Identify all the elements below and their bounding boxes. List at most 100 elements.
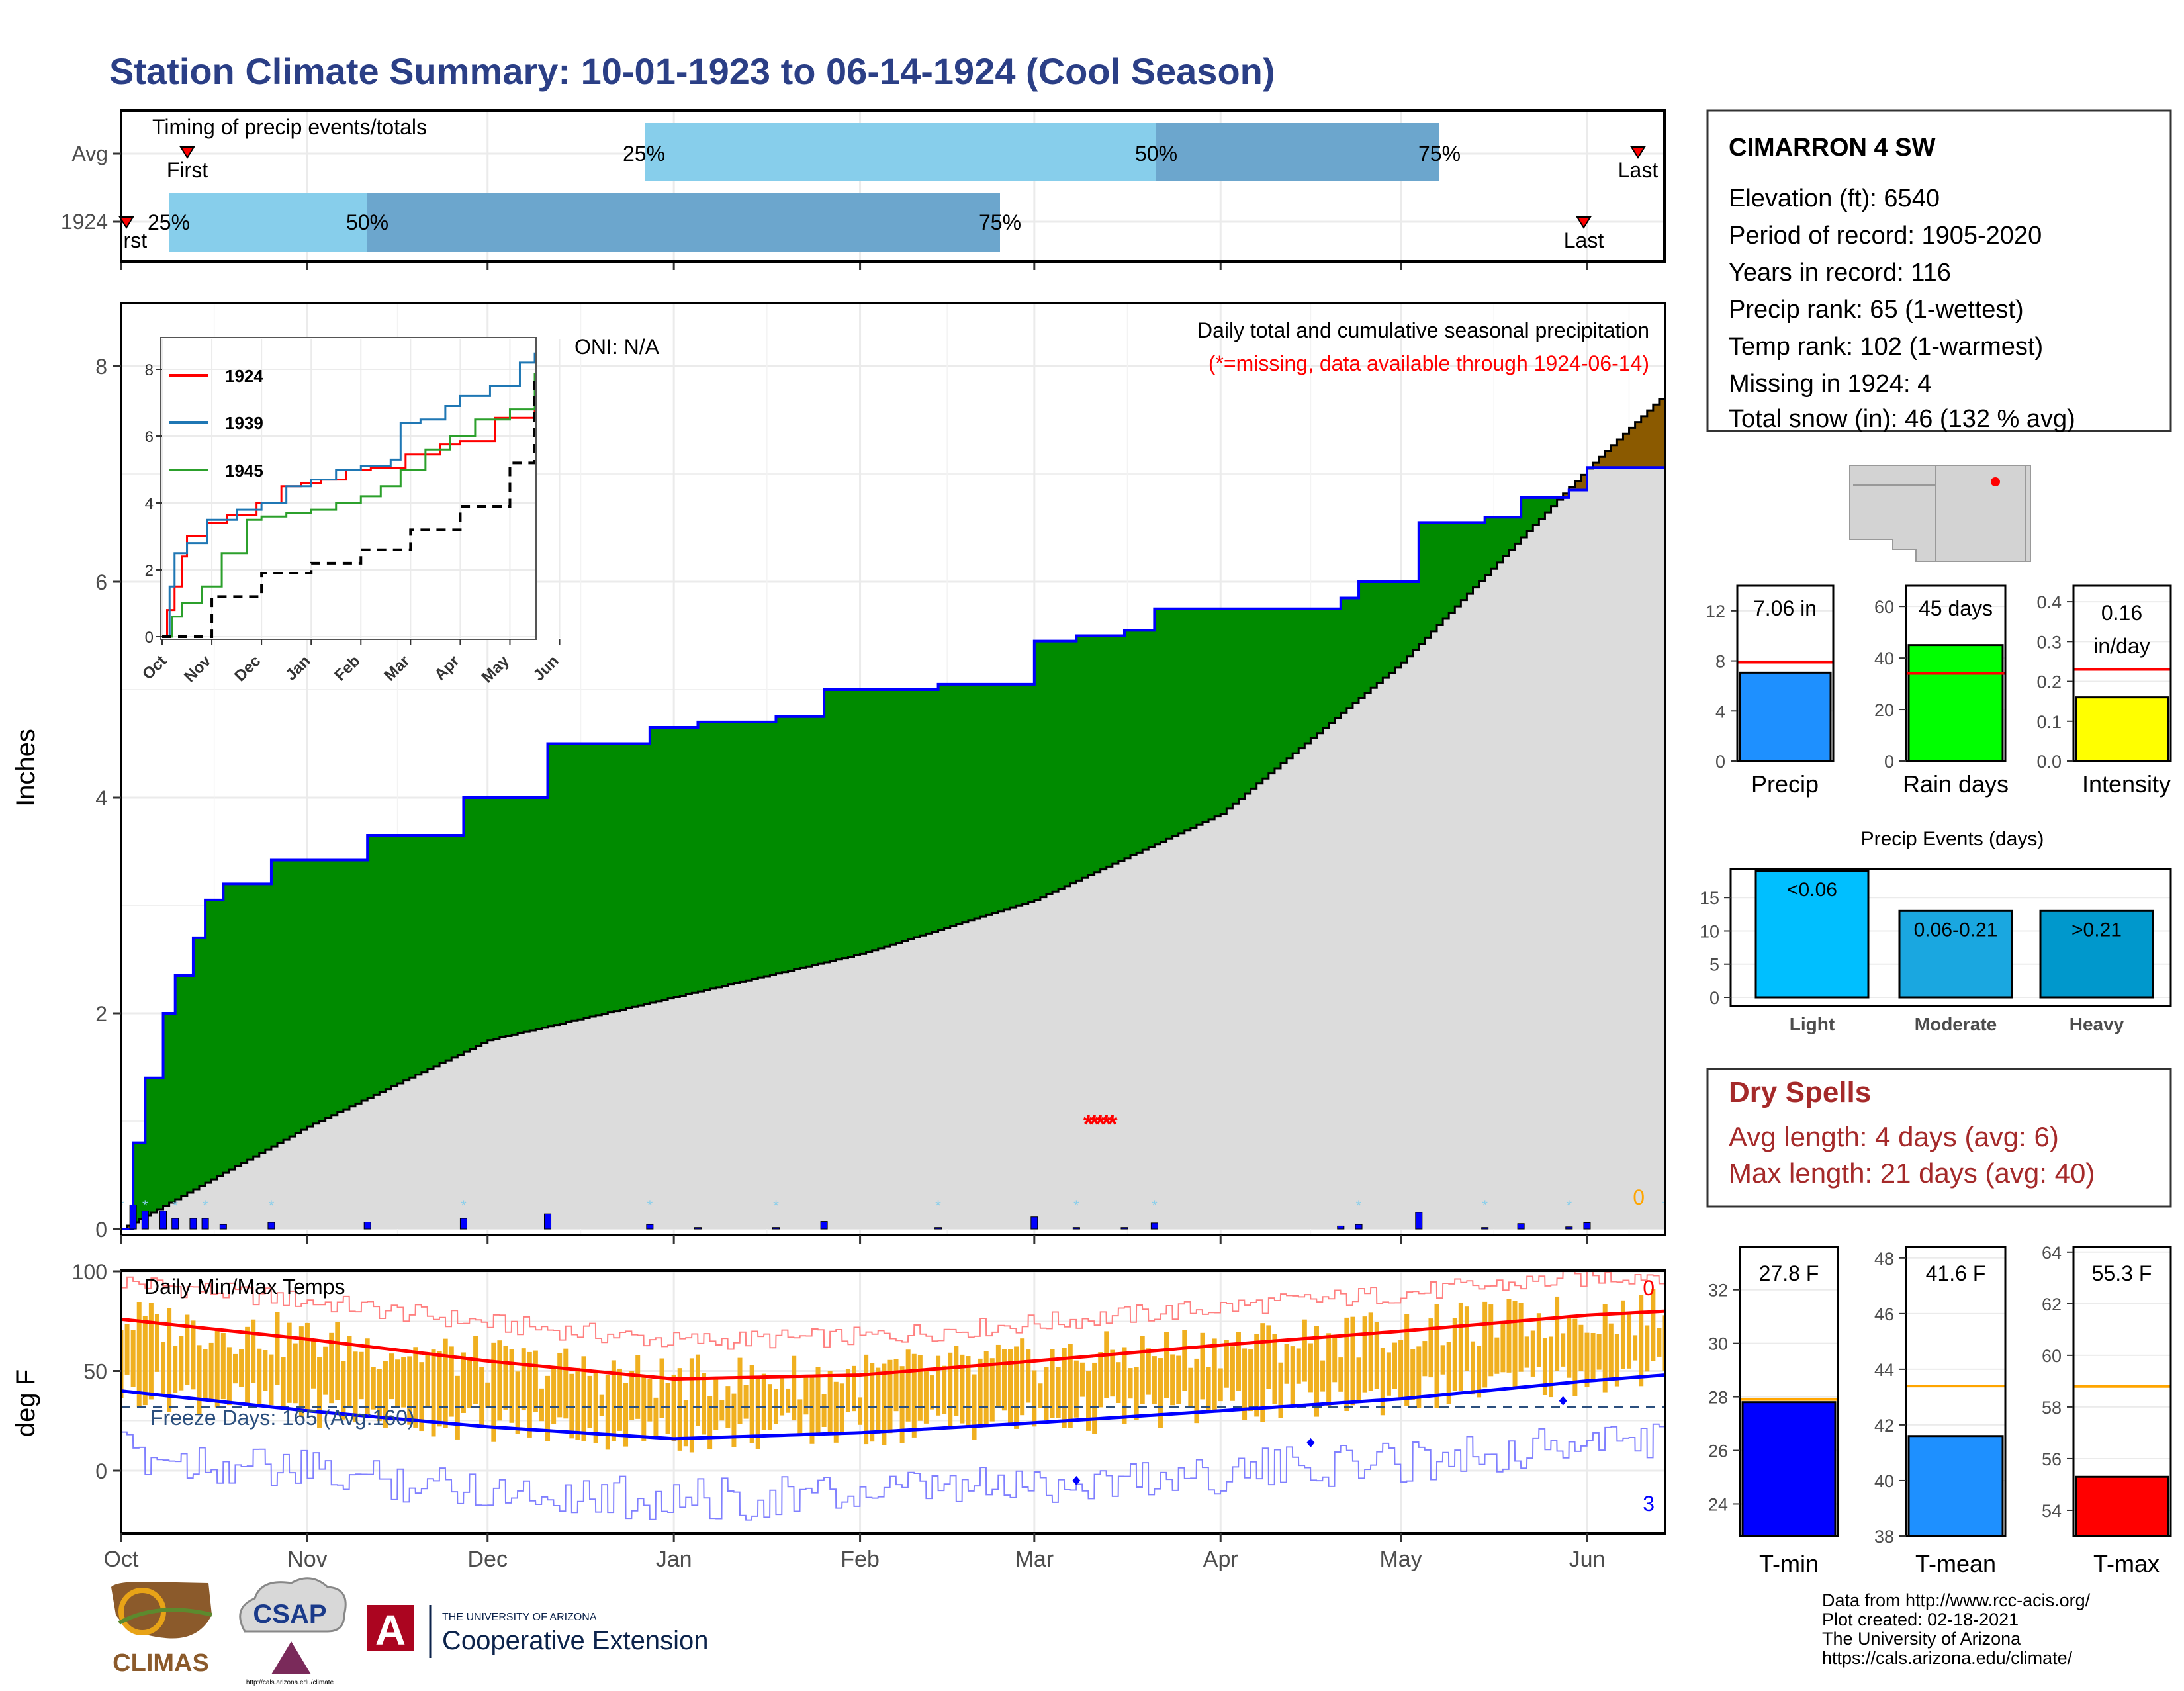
temp-x-axis: Oct Nov Dec Jan Feb Mar Apr May Jun — [104, 1533, 1605, 1572]
temp-day-bar-44 — [383, 1361, 388, 1428]
temp-day-bar-171 — [1146, 1348, 1151, 1395]
temp-day-bar-9 — [173, 1346, 178, 1393]
record-low-marker-1 — [1306, 1438, 1315, 1447]
ua-a-block — [367, 1605, 414, 1651]
temp-panel: 0 50 100 Oct Nov Dec Jan Feb Mar Apr May Jun Daily… — [11, 1260, 1666, 1572]
average-max-line — [122, 1309, 1664, 1381]
temp-day-bar-15 — [208, 1342, 214, 1403]
missing-mark-1: * — [1089, 1110, 1100, 1139]
month-label-5: Mar — [1015, 1547, 1054, 1572]
temp-day-bar-32 — [310, 1340, 316, 1389]
temp-day-bar-128 — [887, 1359, 893, 1434]
precip-y-tick-label-3: 6 — [95, 571, 107, 594]
temp-day-bar-200 — [1320, 1360, 1326, 1392]
daily-precip-bar-5 — [189, 1218, 197, 1230]
station-name: CIMARRON 4 SW — [1729, 134, 1936, 161]
temp-day-bar-98 — [707, 1396, 713, 1450]
mp-y-tick-label-0: 0 — [1715, 752, 1725, 772]
temp-day-bar-206 — [1356, 1357, 1361, 1400]
mp-y-tick-label-3: 12 — [1706, 602, 1725, 621]
precip-y-tick-label-0: 0 — [95, 1218, 107, 1242]
tbmin-y-tick-label-3: 30 — [1708, 1334, 1728, 1354]
temp-day-bar-154 — [1044, 1367, 1049, 1420]
temp-day-bar-190 — [1260, 1323, 1265, 1422]
average-min-line — [122, 1373, 1664, 1441]
average-cumulative-line — [122, 398, 1664, 1230]
temp-day-bar-205 — [1350, 1316, 1355, 1406]
temp-day-bar-67 — [521, 1348, 526, 1411]
temp-day-bar-228 — [1488, 1304, 1494, 1377]
temp-day-bar-239 — [1555, 1296, 1560, 1371]
temp-day-bar-134 — [923, 1369, 929, 1424]
temp-day-bar-221 — [1446, 1342, 1451, 1404]
events-cat-moderate: Moderate — [1915, 1014, 1997, 1034]
temp-day-bar-138 — [948, 1352, 953, 1427]
daily-precip-bar-22 — [1355, 1224, 1363, 1230]
temp-day-bar-209 — [1374, 1322, 1379, 1389]
temp-day-bar-52 — [431, 1349, 436, 1437]
temp-day-bar-37 — [341, 1361, 346, 1420]
temp-day-bar-247 — [1602, 1304, 1608, 1393]
temp-day-bar-203 — [1338, 1357, 1343, 1392]
temp-day-bar-219 — [1434, 1304, 1439, 1408]
temp-day-bar-35 — [329, 1332, 334, 1404]
temp-day-bar-114 — [803, 1375, 809, 1415]
avg-75-label: 75% — [1418, 142, 1461, 165]
temp-panel-border — [120, 1269, 1666, 1535]
temp-day-bar-160 — [1079, 1362, 1085, 1397]
missing-mark-2: * — [1095, 1110, 1106, 1139]
station-box-frame — [1706, 109, 2172, 432]
temp-day-bar-212 — [1392, 1342, 1397, 1389]
temp-day-bar-57 — [461, 1352, 466, 1414]
tmean-bar — [1907, 1435, 2004, 1537]
temp-day-bar-42 — [371, 1367, 376, 1410]
temp-day-bar-36 — [335, 1322, 340, 1400]
tbmax-y-tick-label-0: 54 — [2042, 1501, 2062, 1521]
temp-day-bar-199 — [1314, 1326, 1319, 1417]
inset-y-tick-label-1: 2 — [145, 562, 154, 580]
temp-day-bar-2 — [130, 1330, 136, 1387]
station-elevation: Elevation (ft): 6540 — [1729, 185, 1940, 212]
daily-precip-bar-17 — [1030, 1216, 1038, 1230]
temp-day-bar-163 — [1098, 1352, 1103, 1408]
temp-day-bar-74 — [563, 1348, 569, 1419]
timing-row-1924: 1924 — [61, 210, 108, 234]
temp-day-bar-183 — [1218, 1368, 1223, 1402]
temp-day-bar-210 — [1380, 1348, 1385, 1416]
temp-day-bar-161 — [1086, 1371, 1091, 1431]
temp-day-bar-240 — [1561, 1333, 1566, 1367]
temp-day-bar-185 — [1230, 1346, 1235, 1401]
daily-precip-bar-23 — [1415, 1212, 1423, 1230]
temp-day-bar-94 — [683, 1400, 688, 1447]
daily-snow-mark-8: * — [269, 1197, 275, 1214]
temp-day-bar-100 — [719, 1400, 725, 1421]
record-max-line — [122, 1272, 1664, 1350]
temp-day-bar-17 — [220, 1333, 226, 1400]
temp-y-axis: 0 50 100 — [72, 1260, 121, 1483]
temp-day-bar-251 — [1627, 1312, 1632, 1369]
temp-day-bar-76 — [575, 1367, 580, 1440]
temp-day-bar-7 — [161, 1342, 166, 1394]
events-y-tick-label-2: 10 — [1700, 921, 1719, 941]
temp-day-bar-5 — [148, 1303, 154, 1400]
temp-day-bar-0 — [122, 1330, 124, 1398]
tmin-chart: 27.8 F T-min 24 26 28 30 32 — [1708, 1246, 1839, 1577]
precip-y-tick-label-2: 4 — [95, 786, 107, 810]
temp-day-bar-193 — [1278, 1362, 1283, 1418]
mr-y-tick-label-0: 0 — [1884, 752, 1894, 772]
temp-day-bar-167 — [1122, 1347, 1127, 1424]
temp-day-bar-231 — [1506, 1299, 1512, 1373]
temp-day-bar-27 — [281, 1357, 286, 1408]
rain-days-y-axis: 0 20 40 60 — [1874, 597, 1906, 772]
station-info-box: CIMARRON 4 SW Elevation (ft): 6540 Perio… — [1706, 109, 2172, 433]
temp-day-bar-157 — [1062, 1348, 1067, 1428]
temp-day-bar-252 — [1633, 1335, 1638, 1361]
avg-50-75-bar — [1156, 123, 1439, 181]
missing-mark-0: * — [1083, 1110, 1094, 1139]
temp-day-bar-119 — [833, 1381, 839, 1443]
temp-day-bar-110 — [780, 1377, 785, 1416]
footer-line-4: https://cals.arizona.edu/climate/ — [1822, 1648, 2073, 1668]
temp-day-bar-89 — [653, 1397, 659, 1439]
temp-day-bar-242 — [1572, 1318, 1578, 1396]
